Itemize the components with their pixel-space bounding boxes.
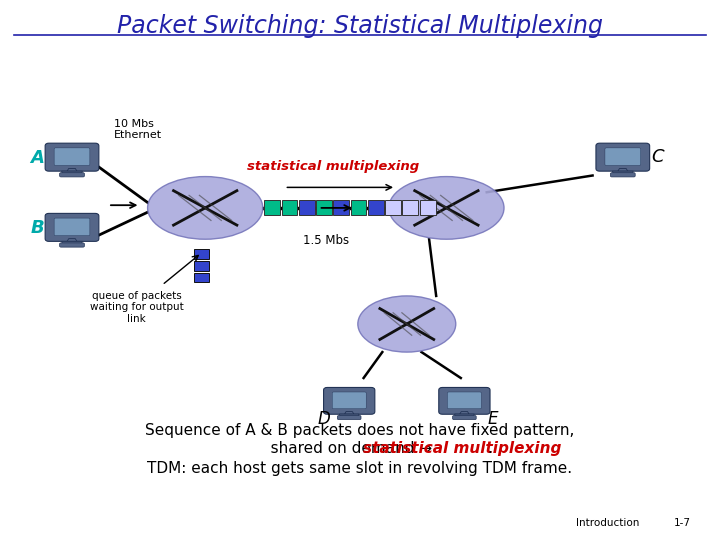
Ellipse shape (389, 177, 504, 239)
Bar (264, 200, 280, 215)
Polygon shape (618, 168, 628, 171)
FancyBboxPatch shape (453, 415, 476, 420)
Text: 10 Mbs
Ethernet: 10 Mbs Ethernet (114, 119, 162, 140)
Bar (420, 200, 436, 215)
Text: statistical multiplexing: statistical multiplexing (247, 160, 419, 173)
Polygon shape (67, 239, 77, 241)
Bar (368, 200, 384, 215)
Text: TDM: each host gets same slot in revolving TDM frame.: TDM: each host gets same slot in revolvi… (148, 461, 572, 476)
Text: .: . (487, 441, 492, 456)
Polygon shape (454, 414, 474, 416)
Text: 1.5 Mbs: 1.5 Mbs (302, 234, 349, 247)
Bar (351, 200, 366, 215)
FancyBboxPatch shape (447, 392, 482, 409)
Ellipse shape (358, 296, 456, 352)
Text: C: C (651, 147, 664, 166)
FancyBboxPatch shape (605, 148, 641, 165)
Ellipse shape (148, 177, 263, 239)
FancyBboxPatch shape (54, 218, 90, 235)
Text: Packet Switching: Statistical Multiplexing: Packet Switching: Statistical Multiplexi… (117, 14, 603, 37)
Polygon shape (62, 171, 82, 173)
Polygon shape (460, 411, 469, 414)
Text: Introduction: Introduction (576, 518, 639, 528)
FancyBboxPatch shape (60, 173, 84, 177)
Text: 1-7: 1-7 (674, 518, 691, 528)
Polygon shape (613, 171, 633, 173)
Text: shared on demand →: shared on demand → (256, 441, 436, 456)
Text: shared on demand → statistical multiplexing.: shared on demand → statistical multiplex… (180, 441, 540, 456)
Polygon shape (345, 411, 354, 414)
FancyBboxPatch shape (332, 392, 366, 409)
Polygon shape (62, 241, 82, 244)
Bar (299, 200, 315, 215)
FancyBboxPatch shape (338, 415, 361, 420)
Bar (333, 200, 349, 215)
FancyBboxPatch shape (611, 173, 635, 177)
FancyBboxPatch shape (596, 143, 649, 171)
Bar (194, 261, 209, 271)
FancyBboxPatch shape (54, 148, 90, 165)
FancyBboxPatch shape (323, 388, 375, 414)
Polygon shape (67, 168, 77, 171)
FancyBboxPatch shape (45, 213, 99, 241)
Bar (282, 200, 297, 215)
Text: D: D (318, 409, 330, 428)
Text: statistical multiplexing: statistical multiplexing (364, 441, 562, 456)
Bar (385, 200, 401, 215)
FancyBboxPatch shape (438, 388, 490, 414)
FancyBboxPatch shape (45, 143, 99, 171)
Text: queue of packets
waiting for output
link: queue of packets waiting for output link (90, 291, 184, 323)
FancyBboxPatch shape (60, 243, 84, 247)
Text: E: E (488, 409, 498, 428)
Bar (316, 200, 332, 215)
Text: B: B (30, 219, 45, 238)
Text: A: A (30, 149, 45, 167)
Bar (402, 200, 418, 215)
Bar (194, 273, 209, 282)
Text: Sequence of A & B packets does not have fixed pattern,: Sequence of A & B packets does not have … (145, 423, 575, 438)
Bar (194, 249, 209, 259)
Polygon shape (339, 414, 359, 416)
